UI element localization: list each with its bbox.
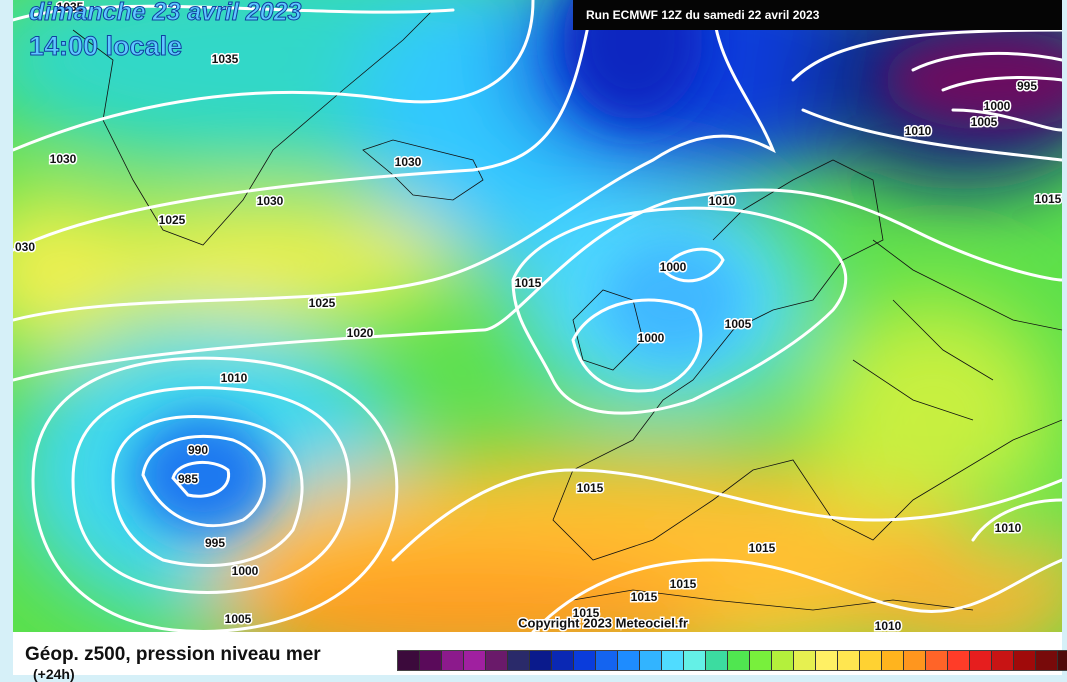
- isobar-label: 1030: [395, 155, 422, 169]
- color-swatch: [882, 651, 904, 670]
- isobar-label: 985: [178, 472, 198, 486]
- color-swatch: [552, 651, 574, 670]
- color-swatch: [1058, 651, 1067, 670]
- isobar-label: 1010: [221, 371, 248, 385]
- isobar-label: 1000: [638, 331, 665, 345]
- color-swatch: [794, 651, 816, 670]
- isobar-label: 1035: [212, 52, 239, 66]
- run-banner: [573, 0, 1062, 30]
- legend-subtitle: (+24h): [33, 666, 75, 682]
- color-swatch: [728, 651, 750, 670]
- color-swatch: [838, 651, 860, 670]
- run-info: Run ECMWF 12Z du samedi 22 avril 2023: [586, 8, 820, 22]
- legend-title: Géop. z500, pression niveau mer: [25, 644, 321, 665]
- color-swatch: [596, 651, 618, 670]
- isobar-label: 1025: [309, 296, 336, 310]
- color-swatch: [420, 651, 442, 670]
- isobar-label: 1030: [257, 194, 284, 208]
- field: 1035 1035 1030 1030 1030 1025 030 1010 1015 1000 1…: [13, 0, 1062, 632]
- isobar-label: 1010: [995, 521, 1022, 535]
- copyright: Copyright 2023 Meteociel.fr: [518, 615, 688, 630]
- color-swatch: [1036, 651, 1058, 670]
- isobar-labels: 1035 1035 1030 1030 1030 1025 030 1010 1015 1000 1…: [13, 0, 1062, 632]
- time-title: 14:00 locale: [29, 31, 182, 61]
- isobar-label: 1015: [1035, 192, 1062, 206]
- isobar-label: 1015: [577, 481, 604, 495]
- isobar-label: 1005: [225, 612, 252, 626]
- color-swatch: [574, 651, 596, 670]
- color-swatch: [904, 651, 926, 670]
- isobar-label: 1020: [347, 326, 374, 340]
- color-swatch: [640, 651, 662, 670]
- isobar-label: 1015: [670, 577, 697, 591]
- color-swatch: [684, 651, 706, 670]
- isobar-label: 1010: [875, 619, 902, 632]
- color-swatch: [442, 651, 464, 670]
- color-swatch: [662, 651, 684, 670]
- isobar-label: 1005: [971, 115, 998, 129]
- isobar-label: 1000: [984, 99, 1011, 113]
- color-swatch: [948, 651, 970, 670]
- isobars: [13, 0, 1062, 632]
- color-swatch: [1014, 651, 1036, 670]
- isobar-label: 1030: [50, 152, 77, 166]
- color-swatch: [816, 651, 838, 670]
- isobar-label: 1005: [725, 317, 752, 331]
- isobar-label: 1010: [709, 194, 736, 208]
- color-swatch: [464, 651, 486, 670]
- color-swatch: [508, 651, 530, 670]
- isobar-label: 1000: [660, 260, 687, 274]
- color-swatch: [970, 651, 992, 670]
- isobar-label: 1035: [57, 0, 84, 14]
- color-swatch: [750, 651, 772, 670]
- isobar-label: 1015: [631, 590, 658, 604]
- isobar-label: 1000: [232, 564, 259, 578]
- isobar-label: 1010: [905, 124, 932, 138]
- color-swatch: [706, 651, 728, 670]
- weather-map: 1035 1035 1030 1030 1030 1025 030 1010 1015 1000 1…: [13, 0, 1062, 632]
- color-swatch: [486, 651, 508, 670]
- isobar-label: 995: [205, 536, 225, 550]
- color-swatch: [860, 651, 882, 670]
- color-swatch: [926, 651, 948, 670]
- color-swatch: [772, 651, 794, 670]
- date-title: dimanche 23 avril 2023: [29, 0, 301, 26]
- colorbar: [397, 650, 1067, 671]
- color-swatch: [398, 651, 420, 670]
- color-swatch: [530, 651, 552, 670]
- isobar-label: 1015: [749, 541, 776, 555]
- color-swatch: [618, 651, 640, 670]
- isobar-label: 990: [188, 443, 208, 457]
- coastlines: [72, 9, 1062, 611]
- isobar-label: 1015: [573, 606, 600, 620]
- isobar-label: 1025: [159, 213, 186, 227]
- isobar-label: 995: [1017, 79, 1037, 93]
- isobar-label: 1015: [515, 276, 542, 290]
- color-swatch: [992, 651, 1014, 670]
- isobar-label: 030: [15, 240, 35, 254]
- legend: Géop. z500, pression niveau mer (+24h): [13, 632, 1067, 682]
